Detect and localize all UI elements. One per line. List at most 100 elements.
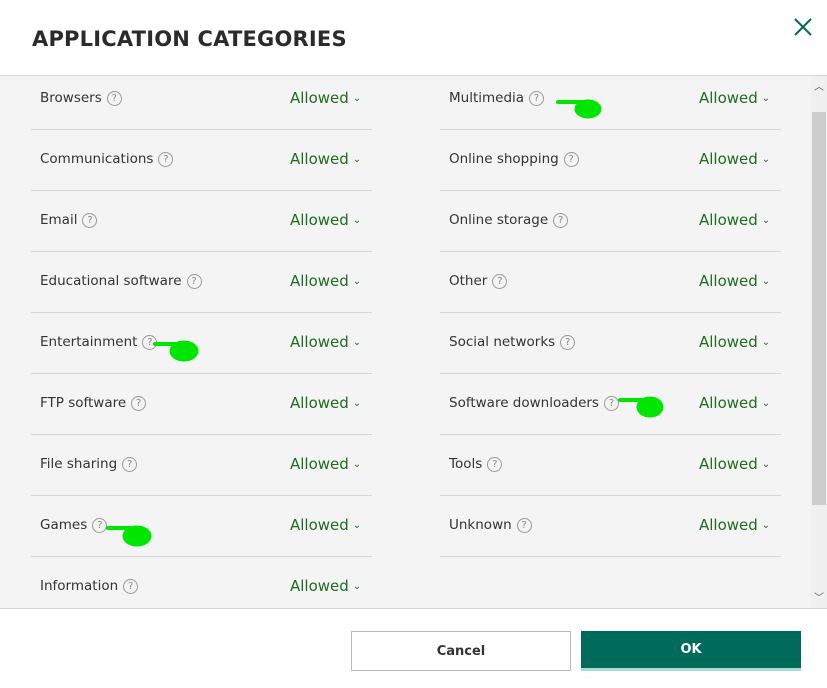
category-label: Multimedia?	[449, 90, 545, 106]
categories-list: Browsers? Allowed ⌄ Communications? Allowe…	[0, 76, 811, 608]
dialog-title: APPLICATION CATEGORIES	[32, 27, 347, 51]
permission-dropdown[interactable]: Allowed ⌄	[290, 150, 361, 168]
category-row: Communications? Allowed ⌄	[31, 130, 372, 191]
help-icon[interactable]: ?	[158, 151, 174, 167]
category-label: Social networks?	[449, 334, 576, 350]
permission-dropdown[interactable]: Allowed ⌄	[290, 455, 361, 473]
chevron-down-icon: ⌄	[761, 93, 771, 104]
category-label: Software downloaders?	[449, 395, 619, 411]
category-name: Educational software	[40, 273, 182, 289]
help-icon[interactable]: ?	[529, 90, 545, 106]
chevron-down-icon: ⌄	[761, 154, 771, 165]
permission-value: Allowed	[699, 333, 758, 351]
help-icon[interactable]: ?	[603, 395, 619, 411]
category-row: Entertainment? Allowed ⌄	[31, 313, 372, 374]
permission-value: Allowed	[290, 394, 349, 412]
permission-dropdown[interactable]: Allowed ⌄	[699, 394, 770, 412]
permission-dropdown[interactable]: Allowed ⌄	[699, 333, 770, 351]
permission-value: Allowed	[699, 89, 758, 107]
permission-dropdown[interactable]: Allowed ⌄	[699, 516, 770, 534]
category-label: Educational software?	[40, 273, 202, 289]
help-icon[interactable]: ?	[122, 456, 138, 472]
permission-dropdown[interactable]: Allowed ⌄	[699, 272, 770, 290]
ok-button[interactable]: OK	[581, 631, 801, 671]
chevron-down-icon: ⌄	[352, 215, 362, 226]
category-label: Online storage?	[449, 212, 569, 228]
category-name: Software downloaders	[449, 395, 599, 411]
category-name: Online shopping	[449, 151, 559, 167]
permission-dropdown[interactable]: Allowed ⌄	[699, 455, 770, 473]
category-name: File sharing	[40, 456, 118, 472]
scroll-up-icon[interactable]: ︿	[814, 82, 824, 93]
chevron-down-icon: ⌄	[352, 581, 362, 592]
permission-dropdown[interactable]: Allowed ⌄	[290, 394, 361, 412]
help-icon[interactable]: ?	[563, 151, 579, 167]
permission-value: Allowed	[699, 211, 758, 229]
category-label: File sharing?	[40, 456, 138, 472]
scroll-down-icon[interactable]: ﹀	[814, 593, 824, 604]
help-icon[interactable]: ?	[92, 517, 108, 533]
category-name: Multimedia	[449, 90, 525, 106]
permission-value: Allowed	[699, 150, 758, 168]
permission-dropdown[interactable]: Allowed ⌄	[290, 333, 361, 351]
category-row: Online shopping? Allowed ⌄	[440, 130, 781, 191]
permission-dropdown[interactable]: Allowed ⌄	[290, 272, 361, 290]
category-label: Online shopping?	[449, 151, 579, 167]
help-icon[interactable]: ?	[142, 334, 158, 350]
scrollbar-thumb[interactable]	[812, 112, 826, 505]
chevron-down-icon: ⌄	[761, 337, 771, 348]
permission-value: Allowed	[290, 516, 349, 534]
category-row: Email? Allowed ⌄	[31, 191, 372, 252]
category-row: Tools? Allowed ⌄	[440, 435, 781, 496]
chevron-down-icon: ⌄	[352, 398, 362, 409]
chevron-down-icon: ⌄	[352, 276, 362, 287]
permission-dropdown[interactable]: Allowed ⌄	[699, 150, 770, 168]
category-row: Software downloaders? Allowed ⌄	[440, 374, 781, 435]
help-icon[interactable]: ?	[131, 395, 147, 411]
permission-value: Allowed	[699, 516, 758, 534]
category-name: Browsers	[40, 90, 102, 106]
chevron-down-icon: ⌄	[352, 459, 362, 470]
chevron-down-icon: ⌄	[352, 93, 362, 104]
category-label: Games?	[40, 517, 108, 533]
permission-dropdown[interactable]: Allowed ⌄	[290, 211, 361, 229]
category-row: Browsers? Allowed ⌄	[31, 76, 372, 130]
category-label: Unknown?	[449, 517, 532, 533]
permission-dropdown[interactable]: Allowed ⌄	[699, 211, 770, 229]
category-row: Online storage? Allowed ⌄	[440, 191, 781, 252]
help-icon[interactable]: ?	[553, 212, 569, 228]
category-label: Information?	[40, 578, 139, 594]
chevron-down-icon: ⌄	[761, 398, 771, 409]
left-column: Browsers? Allowed ⌄ Communications? Allowe…	[31, 76, 372, 608]
help-icon[interactable]: ?	[82, 212, 98, 228]
permission-value: Allowed	[699, 272, 758, 290]
permission-value: Allowed	[290, 577, 349, 595]
chevron-down-icon: ⌄	[761, 215, 771, 226]
help-icon[interactable]: ?	[186, 273, 202, 289]
permission-dropdown[interactable]: Allowed ⌄	[290, 89, 361, 107]
permission-dropdown[interactable]: Allowed ⌄	[290, 577, 361, 595]
help-icon[interactable]: ?	[560, 334, 576, 350]
help-icon[interactable]: ?	[123, 578, 139, 594]
category-row: Other? Allowed ⌄	[440, 252, 781, 313]
permission-value: Allowed	[290, 455, 349, 473]
permission-dropdown[interactable]: Allowed ⌄	[699, 89, 770, 107]
dialog-header: APPLICATION CATEGORIES	[0, 0, 827, 76]
cancel-button[interactable]: Cancel	[351, 631, 571, 671]
permission-value: Allowed	[699, 455, 758, 473]
permission-dropdown[interactable]: Allowed ⌄	[290, 516, 361, 534]
help-icon[interactable]: ?	[106, 90, 122, 106]
right-column: Multimedia? Allowed ⌄ Online shopping? All…	[440, 76, 781, 557]
category-row: Games? Allowed ⌄	[31, 496, 372, 557]
category-name: Entertainment	[40, 334, 138, 350]
category-label: FTP software?	[40, 395, 147, 411]
dialog-footer: Cancel OK	[0, 608, 827, 688]
help-icon[interactable]: ?	[487, 456, 503, 472]
close-x-icon[interactable]	[792, 16, 814, 38]
category-label: Tools?	[449, 456, 503, 472]
chevron-down-icon: ⌄	[352, 154, 362, 165]
help-icon[interactable]: ?	[492, 273, 508, 289]
help-icon[interactable]: ?	[516, 517, 532, 533]
scrollbar[interactable]: ︿ ﹀	[811, 76, 827, 608]
category-label: Browsers?	[40, 90, 122, 106]
